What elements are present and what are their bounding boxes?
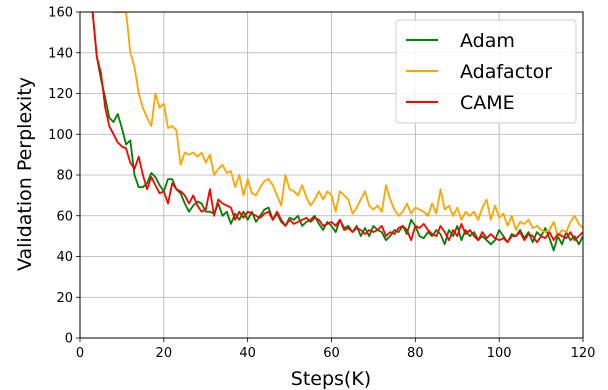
x-axis-label: Steps(K)	[291, 368, 371, 390]
x-tick-label: 80	[407, 346, 424, 361]
y-tick-label: 0	[65, 332, 73, 347]
y-tick-label: 160	[48, 6, 73, 21]
x-tick-label: 40	[239, 346, 256, 361]
x-tick-label: 20	[156, 346, 173, 361]
legend-label-adam: Adam	[460, 30, 515, 52]
y-tick-label: 20	[56, 291, 73, 306]
y-axis-label: Validation Perplexity	[14, 77, 36, 271]
y-tick-label: 80	[56, 169, 73, 184]
y-tick-label: 120	[48, 87, 73, 102]
legend-label-came: CAME	[460, 92, 515, 114]
y-tick-label: 60	[56, 209, 73, 224]
x-tick-label: 60	[323, 346, 340, 361]
x-tick-label: 120	[571, 346, 596, 361]
y-tick-label: 140	[48, 46, 73, 61]
y-tick-label: 100	[48, 128, 73, 143]
x-tick-label: 0	[76, 346, 84, 361]
legend: Adam Adafactor CAME	[396, 20, 576, 123]
y-tick-label: 40	[56, 250, 73, 265]
x-tick-label: 100	[487, 346, 512, 361]
legend-label-adafactor: Adafactor	[460, 61, 552, 83]
